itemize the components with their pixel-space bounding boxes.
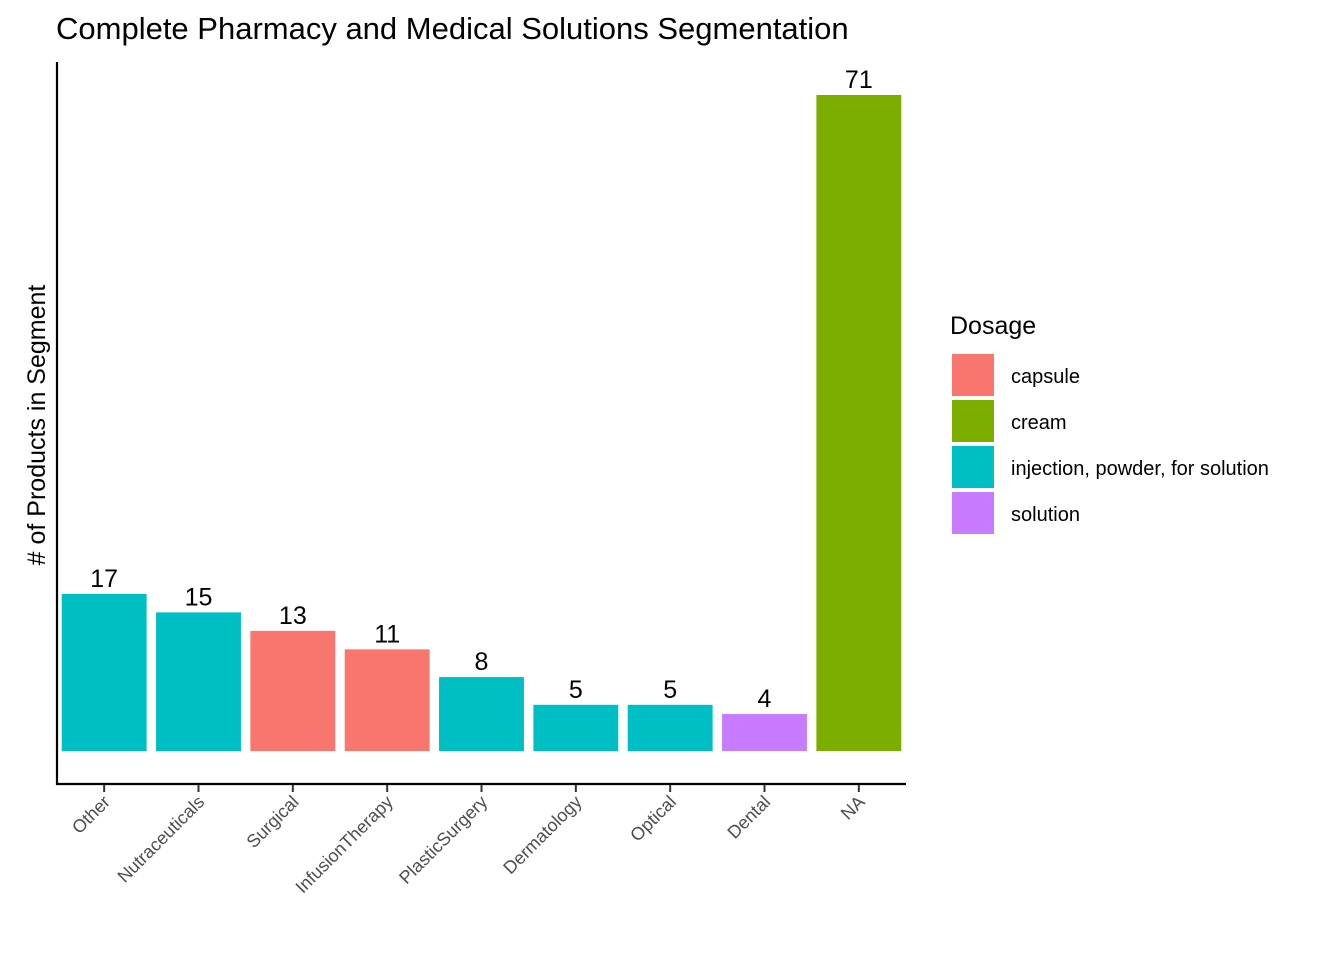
x-tick-label-plasticsurgery: PlasticSurgery [395, 792, 491, 888]
bar-nutraceuticals [156, 612, 241, 751]
x-tick-label-other: Other [68, 792, 114, 838]
legend-label-injection-powder-for-solution: injection, powder, for solution [1011, 458, 1269, 480]
bar-dental [722, 714, 807, 751]
legend-entries: capsule cream injection, powder, for solut… [952, 354, 1269, 534]
x-tick-label-optical: Optical [626, 792, 680, 846]
bar-infusiontherapy [344, 649, 430, 751]
legend-title: Dosage [950, 312, 1036, 340]
bar-surgical [250, 630, 336, 751]
x-tick-label-na: NA [837, 792, 869, 824]
x-ticks-group: Other Nutraceuticals SurgicalInfusionThera… [68, 785, 869, 897]
bar-other [61, 593, 147, 751]
legend-key-injection-powder-for-solution [952, 446, 994, 488]
legend-key-cream [952, 400, 994, 442]
legend-key-capsule [952, 354, 994, 396]
x-tick-label-surgical: Surgical [243, 792, 303, 852]
bar-plasticsurgery [439, 677, 524, 751]
value-label-nutraceuticals: 15 [185, 583, 213, 611]
bars-group [61, 94, 902, 751]
value-label-na: 71 [845, 66, 873, 94]
bar-na [816, 94, 902, 751]
legend-key-solution [952, 492, 994, 534]
value-label-plasticsurgery: 8 [475, 648, 489, 676]
x-tick-label-infusiontherapy: InfusionTherapy [292, 792, 397, 897]
legend: Dosage capsule cream injection, powder, fo… [950, 312, 1269, 534]
x-tick-label-dental: Dental [723, 792, 774, 843]
y-axis-label: # of Products in Segment [23, 285, 51, 566]
value-label-dermatology: 5 [569, 676, 583, 704]
bar-dermatology [533, 704, 619, 751]
value-label-other: 17 [90, 565, 118, 593]
legend-label-cream: cream [1011, 412, 1067, 434]
value-label-infusiontherapy: 11 [374, 620, 400, 648]
value-labels-group: 17 15 13 11 8 5 5 4 71 [90, 66, 872, 713]
x-tick-label-nutraceuticals: Nutraceuticals [114, 792, 209, 887]
value-label-dental: 4 [758, 685, 772, 713]
bar-optical [627, 704, 713, 751]
x-tick-label-dermatology: Dermatology [499, 792, 585, 878]
value-label-surgical: 13 [279, 602, 307, 630]
value-label-optical: 5 [663, 676, 677, 704]
chart-title: Complete Pharmacy and Medical Solutions … [56, 11, 849, 46]
legend-label-solution: solution [1011, 504, 1080, 526]
legend-label-capsule: capsule [1011, 366, 1080, 388]
